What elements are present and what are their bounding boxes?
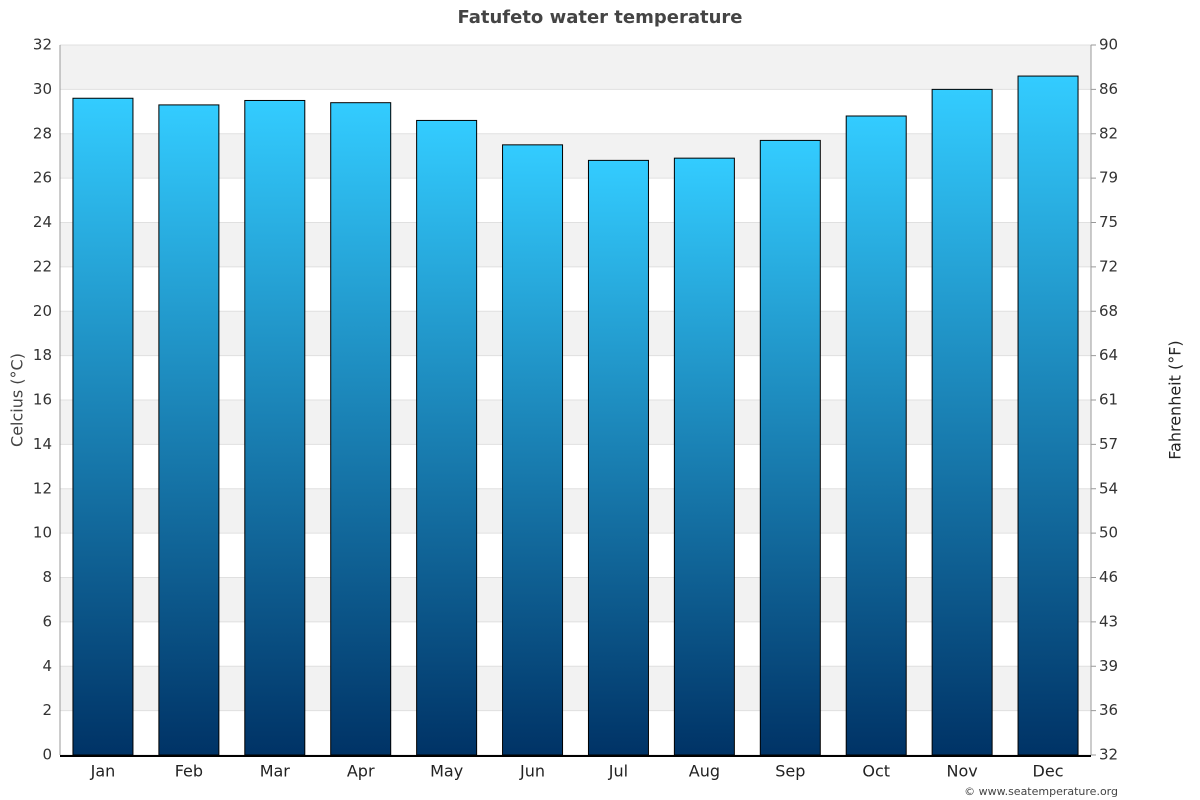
x-tick-label: Jul <box>608 762 628 781</box>
y-tick-label: 30 <box>33 80 52 98</box>
y2-tick-label: 79 <box>1099 169 1118 187</box>
y2-tick-label: 75 <box>1099 213 1118 231</box>
credit: © www.seatemperature.org <box>964 785 1118 798</box>
x-tick-label: Nov <box>947 762 978 781</box>
x-tick-label: Aug <box>689 762 720 781</box>
y2-tick-label: 43 <box>1099 612 1118 630</box>
y-tick-label: 10 <box>33 524 52 542</box>
y-tick-label: 18 <box>33 346 52 364</box>
y-tick-label: 4 <box>42 657 52 675</box>
y2-tick-label: 57 <box>1099 435 1118 453</box>
y2-tick-label: 36 <box>1099 701 1118 719</box>
y2-tick-label: 54 <box>1099 479 1118 497</box>
y-tick-label: 2 <box>42 701 52 719</box>
bar <box>502 144 564 756</box>
y-tick-label: 20 <box>33 302 52 320</box>
y2-tick-label: 72 <box>1099 257 1118 275</box>
y-axis-label: Celcius (°C) <box>8 353 27 447</box>
grid-band <box>60 488 1091 534</box>
y-tick-label: 32 <box>33 36 52 54</box>
bar <box>72 97 134 756</box>
x-tick-label: Sep <box>775 762 805 781</box>
grid-band <box>60 133 1091 179</box>
bar <box>416 119 478 756</box>
y2-axis-label: Fahrenheit (°F) <box>1166 340 1185 459</box>
y-tick-label: 24 <box>33 213 52 231</box>
y-tick-label: 6 <box>42 612 52 630</box>
y-tick-label: 26 <box>33 169 52 187</box>
y-tick-label: 12 <box>33 479 52 497</box>
x-tick-label: Apr <box>347 762 375 781</box>
bar <box>244 99 306 756</box>
x-tick-label: May <box>430 762 463 781</box>
y-tick-label: 0 <box>42 746 52 764</box>
grid-band <box>60 45 1091 90</box>
bar <box>931 88 993 756</box>
y2-tick-label: 90 <box>1099 36 1118 54</box>
bar <box>158 104 220 756</box>
chart-title: Fatufeto water temperature <box>457 7 742 28</box>
y-tick-label: 14 <box>33 435 52 453</box>
x-tick-label: Oct <box>862 762 890 781</box>
x-tick-label: Mar <box>260 762 291 781</box>
y-tick-label: 16 <box>33 391 52 409</box>
y2-tick-label: 46 <box>1099 568 1118 586</box>
y2-tick-label: 68 <box>1099 302 1118 320</box>
y-tick-label: 22 <box>33 257 52 275</box>
bar <box>845 115 907 756</box>
y2-tick-label: 86 <box>1099 80 1118 98</box>
grid-band <box>60 400 1091 445</box>
y-tick-label: 28 <box>33 124 52 142</box>
bar <box>673 157 735 756</box>
bar <box>759 139 821 756</box>
y2-tick-label: 32 <box>1099 746 1118 764</box>
x-tick-label: Feb <box>175 762 203 781</box>
grid-band <box>60 222 1091 267</box>
bar <box>587 159 649 756</box>
y2-tick-label: 61 <box>1099 391 1118 409</box>
bar <box>330 102 392 756</box>
y2-tick-label: 64 <box>1099 346 1118 364</box>
y2-tick-label: 82 <box>1099 124 1118 142</box>
y-tick-label: 8 <box>42 568 52 586</box>
x-tick-label: Jan <box>90 762 116 781</box>
y2-tick-label: 50 <box>1099 524 1118 542</box>
grid-band <box>60 311 1091 356</box>
x-tick-label: Dec <box>1033 762 1064 781</box>
grid-band <box>60 666 1091 711</box>
bar <box>1017 75 1079 756</box>
grid-band <box>60 577 1091 622</box>
y2-tick-label: 39 <box>1099 657 1118 675</box>
x-tick-label: Jun <box>519 762 545 781</box>
